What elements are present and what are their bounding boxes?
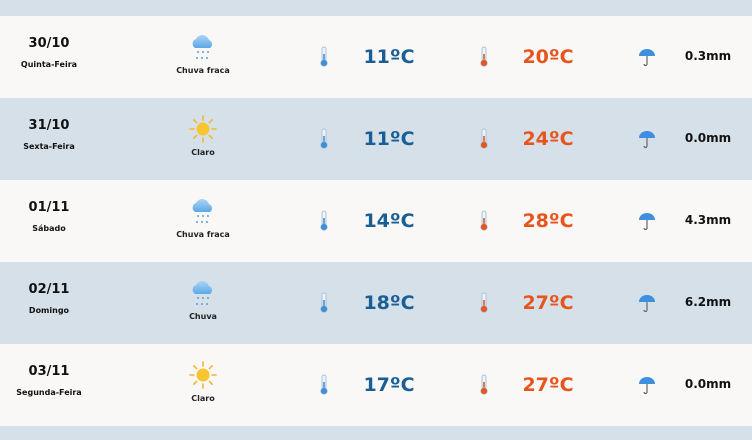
forecast-row: 31/10 Sexta-Feira Claro 11ºC 24ºC 0.0mm	[0, 98, 752, 180]
date-cell: 02/11 Domingo	[0, 282, 98, 315]
date-cell: 31/10 Sexta-Feira	[0, 118, 98, 151]
condition-cell: Claro	[148, 360, 258, 403]
date-cell: 03/11 Segunda-Feira	[0, 364, 98, 397]
precipitation: 0.0mm	[684, 131, 732, 145]
weekday: Domingo	[28, 306, 70, 315]
forecast-row: 02/11 Domingo Chuva 18ºC 27ºC 6.2mm	[0, 262, 752, 344]
max-temperature: 20ºC	[522, 46, 574, 68]
condition-cell: Chuva fraca	[148, 32, 258, 75]
max-temperature: 27ºC	[522, 374, 574, 396]
max-temperature: 24ºC	[522, 128, 574, 150]
umbrella-icon	[638, 47, 656, 71]
thermometer-cold-icon	[319, 128, 329, 150]
forecast-row: 01/11 Sábado Chuva fraca 14ºC 28ºC 4.3mm	[0, 180, 752, 262]
date: 30/10	[28, 36, 70, 51]
umbrella-icon	[638, 375, 656, 399]
min-temperature: 14ºC	[363, 210, 415, 232]
condition-label: Chuva fraca	[176, 66, 230, 75]
date-cell: 01/11 Sábado	[0, 200, 98, 233]
date: 03/11	[28, 364, 70, 379]
weekday: Sábado	[32, 224, 66, 233]
umbrella-icon	[638, 211, 656, 235]
max-temperature: 27ºC	[522, 292, 574, 314]
date: 02/11	[28, 282, 70, 297]
thermometer-hot-icon	[479, 292, 489, 314]
forecast-row: 30/10 Quinta-Feira Chuva fraca 11ºC 20ºC…	[0, 16, 752, 98]
weekday: Quinta-Feira	[20, 60, 78, 69]
thermometer-cold-icon	[319, 46, 329, 68]
thermometer-hot-icon	[479, 46, 489, 68]
condition-cell: Chuva fraca	[148, 196, 258, 239]
date-cell: 30/10 Quinta-Feira	[0, 36, 98, 69]
min-temperature: 18ºC	[363, 292, 415, 314]
weekday: Sexta-Feira	[23, 142, 75, 151]
forecast-row: 03/11 Segunda-Feira Claro 17ºC 27ºC 0.0m…	[0, 344, 752, 426]
max-temperature: 28ºC	[522, 210, 574, 232]
condition-label: Chuva fraca	[176, 230, 230, 239]
condition-label: Claro	[191, 394, 215, 403]
rain-icon	[148, 278, 258, 308]
thermometer-hot-icon	[479, 210, 489, 232]
forecast-list: 30/10 Quinta-Feira Chuva fraca 11ºC 20ºC…	[0, 16, 752, 426]
light-rain-icon	[148, 32, 258, 62]
precipitation: 0.3mm	[684, 49, 732, 63]
thermometer-cold-icon	[319, 374, 329, 396]
thermometer-hot-icon	[479, 128, 489, 150]
date: 31/10	[28, 118, 70, 133]
sun-icon	[148, 114, 258, 144]
date: 01/11	[28, 200, 70, 215]
thermometer-cold-icon	[319, 210, 329, 232]
condition-label: Chuva	[189, 312, 217, 321]
min-temperature: 11ºC	[363, 46, 415, 68]
min-temperature: 11ºC	[363, 128, 415, 150]
precipitation: 6.2mm	[684, 295, 732, 309]
weekday: Segunda-Feira	[16, 388, 82, 397]
condition-cell: Claro	[148, 114, 258, 157]
umbrella-icon	[638, 293, 656, 317]
thermometer-hot-icon	[479, 374, 489, 396]
thermometer-cold-icon	[319, 292, 329, 314]
min-temperature: 17ºC	[363, 374, 415, 396]
condition-label: Claro	[191, 148, 215, 157]
light-rain-icon	[148, 196, 258, 226]
sun-icon	[148, 360, 258, 390]
umbrella-icon	[638, 129, 656, 153]
precipitation: 0.0mm	[684, 377, 732, 391]
condition-cell: Chuva	[148, 278, 258, 321]
precipitation: 4.3mm	[684, 213, 732, 227]
